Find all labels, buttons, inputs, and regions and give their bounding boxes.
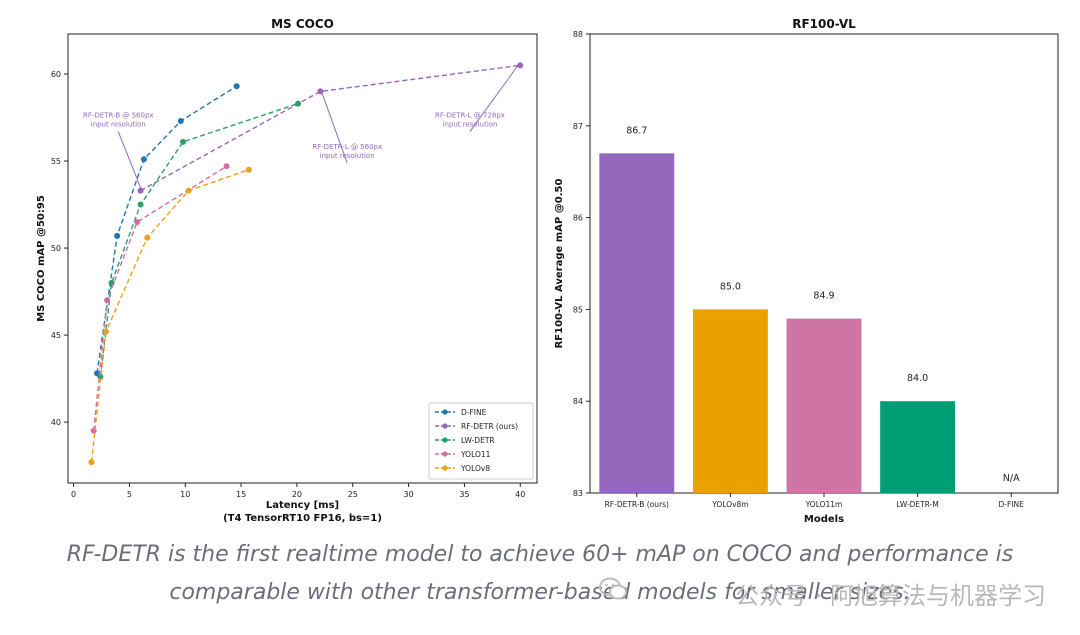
bar-value-label: 86.7 [626,125,647,136]
annotation-text: input resolution [320,152,375,160]
series-line [96,85,237,374]
data-point [137,201,144,208]
caption-line-1: RF-DETR is the first realtime model to a… [66,542,1014,567]
x-tick-label: 20 [292,490,302,499]
data-point [177,118,184,125]
y-axis-label: RF100-VL Average mAP @0.50 [554,179,565,349]
annotation-text: RF-DETR-B @ 560px [83,112,154,120]
bar-value-label: N/A [1003,473,1020,484]
x-tick-label: 15 [236,490,246,499]
bar-value-label: 84.0 [907,373,928,384]
annotation-text: RF-DETR-L @ 728px [435,112,505,120]
x-tick-label: YOLO11m [805,500,843,509]
annotation-arrow [469,62,521,132]
legend-swatch-marker [442,409,448,415]
x-tick-label: 30 [403,490,413,499]
y-tick-label: 85 [573,305,583,314]
series-line [92,165,227,431]
legend-label: YOLOv8 [460,464,490,473]
data-point [88,459,95,466]
annotation-text: RF-DETR-L @ 560px [312,143,382,151]
ms-coco-chart: MS COCO 0 5 10 15 20 25 30 35 40 40 45 50 55 60 Latency… [36,17,538,524]
data-point [180,138,187,145]
x-tick-label: LW-DETR-M [896,500,939,509]
data-point [144,234,151,241]
y-tick-label: 84 [573,397,583,406]
x-tick-label: 10 [180,490,190,499]
legend-label: RF-DETR (ours) [461,422,518,431]
x-tick-label: 25 [348,490,358,499]
plot-frame [67,33,538,484]
data-point [185,187,192,194]
y-tick-label: 86 [573,214,583,223]
legend-swatch-marker [442,423,448,429]
y-tick-label: 60 [51,70,61,79]
x-axis-label: Latency [ms] [266,500,339,511]
data-point [245,166,252,173]
annotation-arrow [319,88,348,164]
x-tick-label: 35 [459,490,469,499]
legend-box [428,402,534,480]
wechat-logo-icon [599,577,627,600]
rf100vl-chart: RF100-VL 83 84 85 86 87 88 86.7 RF-DETR-B (ours)… [554,17,1059,525]
bar [786,318,862,493]
data-point [137,187,144,194]
x-tick-label: 40 [515,490,525,499]
y-tick-label: 87 [573,122,583,131]
legend-label: YOLO11 [460,450,491,459]
data-point [233,83,240,90]
y-tick-label: 40 [51,418,61,427]
y-tick-label: 83 [573,489,583,498]
annotation-text: input resolution [91,121,146,129]
chart-title: MS COCO [271,17,334,31]
data-point [295,100,302,107]
chart-title: RF100-VL [792,17,856,31]
x-tick-label: RF-DETR-B (ours) [605,500,669,509]
y-tick-label: 55 [51,157,61,166]
x-tick-label: D-FINE [999,500,1025,509]
x-tick-label: 0 [71,490,76,499]
data-point [223,163,230,170]
bar [692,309,768,493]
series-line [90,169,250,463]
watermark-text: 公众号 · 阿旭算法与机器学习 [735,582,1046,610]
bar [880,401,956,493]
data-point [114,232,121,239]
legend-label: LW-DETR [461,436,495,445]
y-tick-label: 88 [573,30,583,39]
legend-swatch-marker [442,465,448,471]
annotation-text: input resolution [443,121,498,129]
y-axis-label: MS COCO mAP @50:95 [36,195,47,322]
legend-swatch-marker [442,437,448,443]
data-point [102,328,109,335]
bar-value-label: 84.9 [813,291,834,302]
y-tick-label: 50 [51,244,61,253]
x-tick-label: 5 [127,490,132,499]
x-tick-label: YOLOv8m [711,500,748,509]
legend-label: D-FINE [461,408,487,417]
x-axis-label: Models [804,514,844,525]
caption-line-2: comparable with other transformer-based … [169,580,911,605]
annotation-arrow [117,131,142,188]
bar-value-label: 85.0 [720,281,741,292]
data-point [104,297,111,304]
legend-swatch-marker [442,451,448,457]
data-point [140,156,147,163]
bar [599,153,675,493]
x-axis-sublabel: (T4 TensorRT10 FP16, bs=1) [223,513,382,524]
data-point [134,218,141,225]
series-line [140,64,521,192]
y-tick-label: 45 [51,331,61,340]
